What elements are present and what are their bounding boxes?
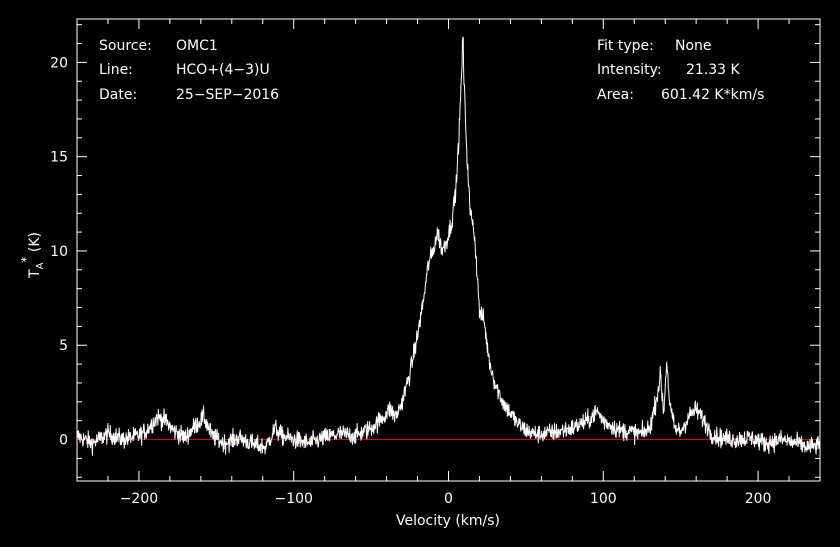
- x-tick-label: 100: [590, 491, 617, 507]
- header-right: Fit type: None Intensity: 21.33 K Area: …: [597, 38, 764, 103]
- y-axis-label-sub: A: [35, 262, 46, 269]
- source-key: Source:: [99, 38, 152, 54]
- fit-type-key: Fit type:: [597, 38, 654, 54]
- y-axis-label-main: T: [27, 269, 43, 279]
- source-value: OMC1: [176, 38, 218, 54]
- area-value: 601.42 K*km/s: [661, 87, 764, 103]
- line-key: Line:: [99, 62, 133, 78]
- header-left: Source: OMC1 Line: HCO+(4−3)U Date: 25−S…: [99, 38, 279, 103]
- x-tick-label: 0: [444, 491, 453, 507]
- x-tick-label: −100: [274, 491, 312, 507]
- intensity-key: Intensity:: [597, 62, 662, 78]
- intensity-value: 21.33 K: [686, 62, 741, 78]
- y-tick-label: 10: [50, 244, 68, 260]
- y-tick-label: 20: [50, 55, 68, 71]
- y-axis-label-sup: *: [19, 257, 33, 263]
- x-tick-labels: −200 −100 0 100 200: [120, 491, 772, 507]
- y-tick-label: 0: [59, 433, 68, 449]
- y-tick-labels: 0 5 10 15 20: [50, 55, 68, 448]
- y-tick-label: 15: [50, 150, 68, 166]
- spectrum-trace: [76, 36, 821, 456]
- y-axis-label-unit: (K): [27, 232, 43, 257]
- area-key: Area:: [597, 87, 634, 103]
- fit-type-value: None: [675, 38, 712, 54]
- y-axis-label: TA* (K): [19, 232, 46, 279]
- x-axis-label: Velocity (km/s): [396, 513, 500, 529]
- date-key: Date:: [99, 87, 137, 103]
- x-tick-label: 200: [745, 491, 772, 507]
- line-value: HCO+(4−3)U: [176, 62, 270, 78]
- x-tick-label: −200: [120, 491, 158, 507]
- date-value: 25−SEP−2016: [176, 87, 279, 103]
- plot-frame: [76, 18, 821, 482]
- y-tick-label: 5: [59, 338, 68, 354]
